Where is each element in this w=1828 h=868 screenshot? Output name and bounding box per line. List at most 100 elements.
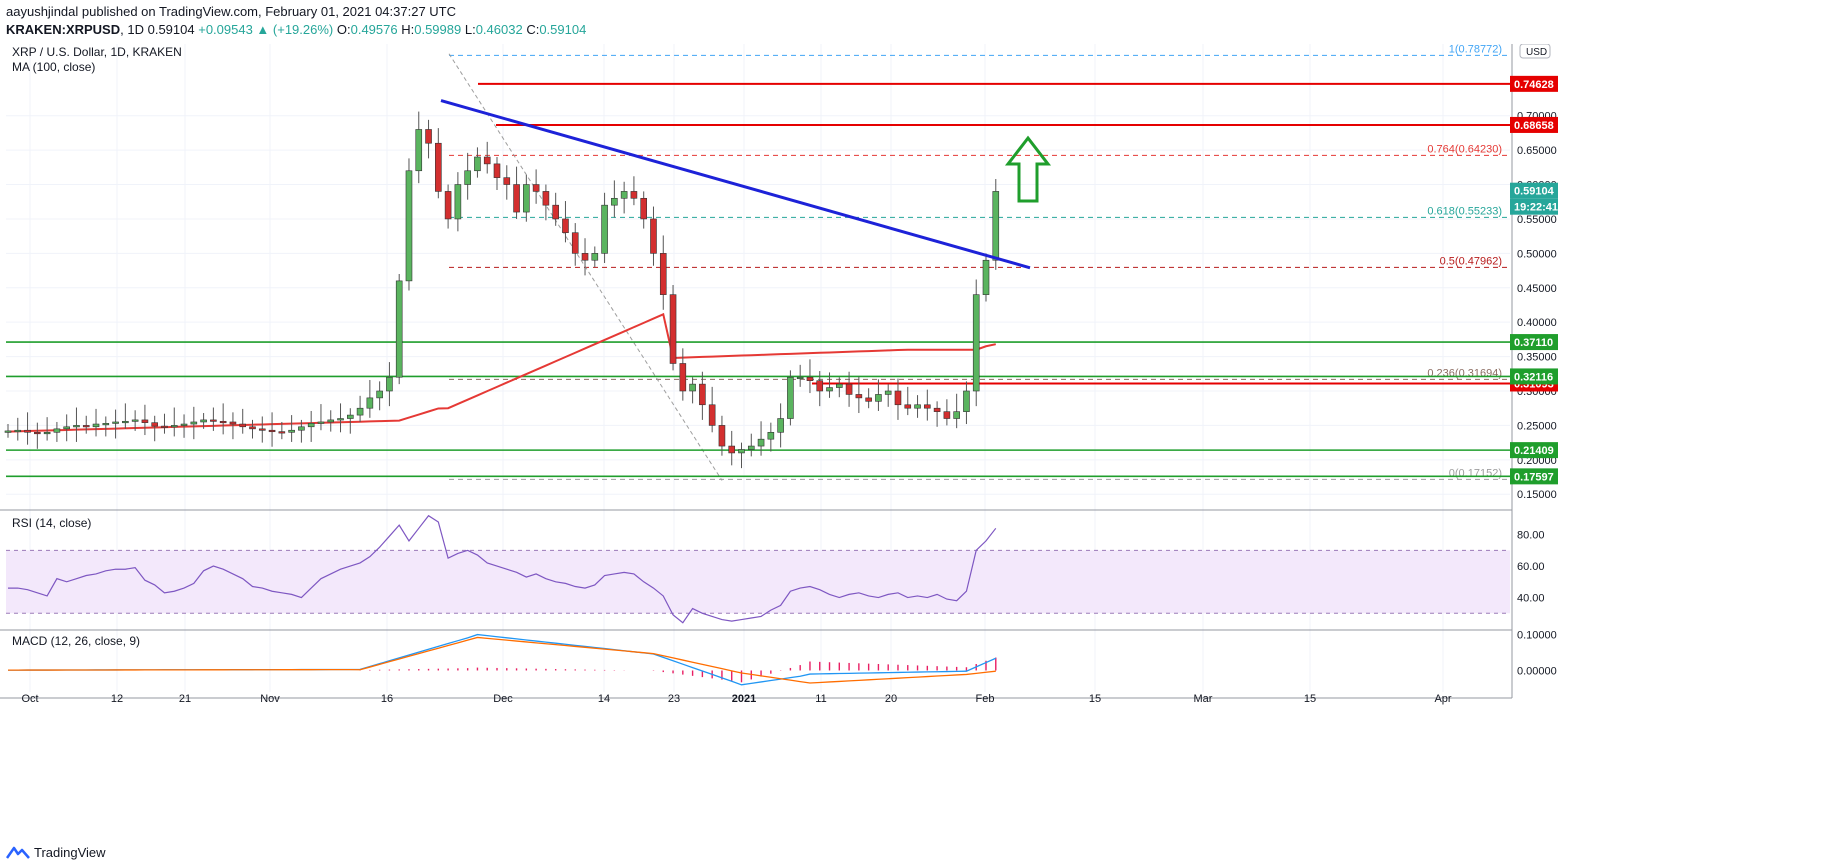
date-tick-label: Feb bbox=[976, 693, 995, 705]
publish-info: aayushjindal published on TradingView.co… bbox=[6, 4, 456, 19]
candle-bearish bbox=[258, 428, 266, 431]
candle-bullish bbox=[112, 421, 119, 424]
date-tick-label: Dec bbox=[493, 693, 513, 705]
candle-bearish bbox=[933, 407, 941, 412]
high-value: 0.59989 bbox=[414, 22, 462, 37]
candle-bullish bbox=[73, 425, 80, 428]
candle-bearish bbox=[669, 294, 677, 364]
candle-bearish bbox=[229, 421, 237, 425]
date-tick-label: Nov bbox=[260, 693, 280, 705]
candle-bearish bbox=[562, 218, 569, 234]
candle-bullish bbox=[611, 197, 618, 206]
candle-bullish bbox=[914, 404, 921, 409]
candle-bearish bbox=[493, 163, 501, 178]
tradingview-logo[interactable]: TradingView bbox=[6, 844, 106, 860]
candle-bullish bbox=[4, 430, 12, 433]
candle-bullish bbox=[356, 407, 364, 416]
fib-level-label: 1(0.78772) bbox=[1449, 44, 1502, 55]
macd-title: MACD (12, 26, close, 9) bbox=[12, 634, 140, 648]
support-axis-label: 0.17597 bbox=[1514, 471, 1554, 483]
candle-bearish bbox=[503, 177, 511, 185]
date-tick-label: Mar bbox=[1194, 693, 1213, 705]
price-tick-label: 0.65000 bbox=[1517, 145, 1557, 157]
price-tick-label: 0.55000 bbox=[1517, 214, 1557, 226]
rsi-title: RSI (14, close) bbox=[12, 516, 91, 530]
candle-bearish bbox=[845, 383, 853, 395]
chart-background bbox=[0, 44, 1828, 838]
author-name[interactable]: aayushjindal bbox=[6, 4, 79, 19]
support-axis-label: 0.37110 bbox=[1514, 337, 1553, 349]
resistance-axis-label-box bbox=[1510, 116, 1558, 133]
date-tick-label: 15 bbox=[1089, 693, 1101, 705]
candle-bearish bbox=[894, 390, 902, 406]
candle-bearish bbox=[679, 363, 687, 392]
support-axis-label: 0.21409 bbox=[1514, 445, 1554, 457]
candle-bullish bbox=[620, 191, 628, 199]
chart-header: aayushjindal published on TradingView.co… bbox=[0, 0, 1828, 44]
candle-bearish bbox=[855, 394, 863, 399]
candle-bullish bbox=[405, 170, 413, 282]
main-chart-title: XRP / U.S. Dollar, 1D, KRAKEN bbox=[12, 45, 182, 59]
candle-bearish bbox=[268, 429, 276, 433]
candle-bearish bbox=[532, 184, 540, 192]
currency-badge bbox=[1519, 44, 1551, 59]
candle-bearish bbox=[82, 425, 90, 428]
candle-bearish bbox=[816, 380, 824, 392]
candle-bullish bbox=[415, 129, 423, 172]
candle-bearish bbox=[278, 431, 286, 434]
up-arrow-icon bbox=[1004, 135, 1052, 203]
candle-bearish bbox=[219, 420, 227, 424]
candle-bullish bbox=[738, 449, 745, 454]
date-tick-label: 15 bbox=[1304, 693, 1316, 705]
fib-level-label: 0.764(0.64230) bbox=[1427, 143, 1502, 155]
candle-bullish bbox=[317, 421, 325, 424]
candle-bearish bbox=[34, 431, 41, 435]
fib-level-label: 0.5(0.47962) bbox=[1440, 255, 1502, 267]
candle-bearish bbox=[943, 411, 951, 419]
trendline bbox=[440, 99, 1031, 270]
symbol-info: KRAKEN:XRPUSD, 1D 0.59104 +0.09543 ▲ (+1… bbox=[6, 22, 587, 37]
candle-bullish bbox=[777, 418, 784, 433]
support-axis-label-box bbox=[1510, 334, 1558, 351]
candle-bearish bbox=[659, 253, 667, 295]
candle-bullish bbox=[190, 421, 198, 425]
candle-bullish bbox=[170, 425, 178, 428]
ma-study-label: MA (100, close) bbox=[12, 60, 95, 74]
candle-bullish bbox=[474, 156, 481, 172]
candle-bullish bbox=[327, 419, 335, 423]
candle-bullish bbox=[757, 438, 765, 447]
close-value: 0.59104 bbox=[539, 22, 587, 37]
last-price-axis-label-box bbox=[1510, 182, 1558, 199]
candle-bullish bbox=[523, 184, 530, 213]
candles bbox=[4, 111, 1000, 469]
candle-bullish bbox=[298, 426, 305, 431]
candle-bearish bbox=[24, 429, 31, 433]
symbol[interactable]: KRAKEN:XRPUSD bbox=[6, 22, 121, 37]
candle-bullish bbox=[963, 390, 970, 412]
candle-bullish bbox=[288, 429, 295, 433]
open-value: 0.49576 bbox=[350, 22, 398, 37]
candle-bullish bbox=[346, 414, 354, 419]
date-tick-label: 20 bbox=[885, 693, 897, 705]
candle-bullish bbox=[102, 423, 110, 426]
candle-bullish bbox=[92, 423, 100, 428]
support-axis-label: 0.32116 bbox=[1514, 371, 1553, 383]
candle-bullish bbox=[386, 376, 393, 392]
candle-bullish bbox=[43, 431, 51, 435]
candle-bearish bbox=[650, 218, 657, 254]
candle-bearish bbox=[161, 425, 168, 428]
candle-bullish bbox=[131, 419, 139, 422]
candle-bullish bbox=[200, 419, 207, 423]
candle-bullish bbox=[796, 376, 804, 380]
candle-bearish bbox=[552, 204, 559, 220]
date-tick-label: 14 bbox=[598, 693, 610, 705]
rsi-line bbox=[8, 514, 997, 624]
candle-bullish bbox=[53, 428, 61, 433]
rsi-tick-label: 80.00 bbox=[1517, 530, 1545, 542]
tradingview-icon bbox=[6, 846, 30, 859]
date-tick-label: 16 bbox=[381, 693, 393, 705]
candle-bullish bbox=[689, 383, 696, 392]
last-price: 0.59104 bbox=[147, 22, 195, 37]
candle-bearish bbox=[141, 419, 149, 423]
